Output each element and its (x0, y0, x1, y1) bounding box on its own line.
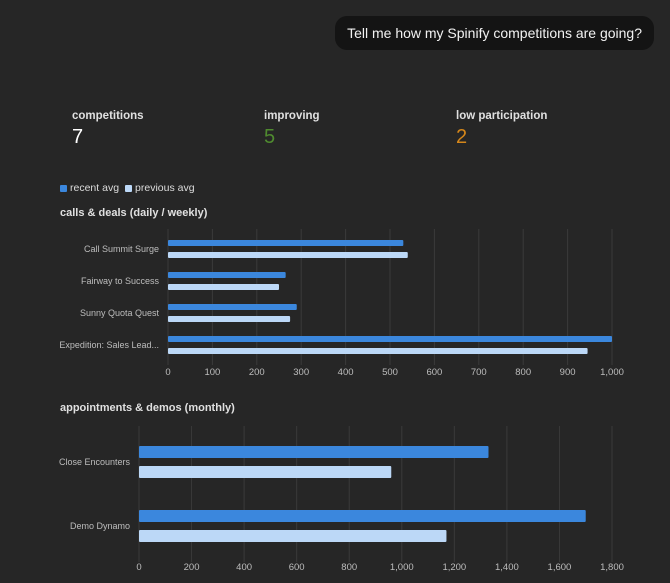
x-tick-label: 600 (289, 562, 305, 573)
category-label: Demo Dynamo (70, 521, 130, 531)
category-label: Expedition: Sales Lead... (59, 340, 159, 350)
bar-previous (168, 252, 408, 258)
kpi-label: competitions (72, 110, 144, 122)
x-tick-label: 800 (515, 367, 531, 378)
x-tick-label: 1,000 (600, 367, 624, 378)
x-tick-label: 700 (471, 367, 487, 378)
kpi-improving: improving 5 (264, 110, 320, 149)
appointments-demos-chart: 0 200 400 600 800 1,000 1,200 1,400 1,600 1,800 Cl… (59, 426, 624, 573)
bar-recent (139, 510, 586, 522)
user-message-bubble: Tell me how my Spinify competitions are … (335, 16, 654, 50)
x-tick-label: 1,800 (600, 562, 624, 573)
legend-label-recent: recent avg (70, 182, 120, 194)
bar-recent (168, 336, 612, 342)
category-label: Fairway to Success (81, 276, 160, 286)
legend-swatch-previous (125, 184, 133, 192)
kpi-label: low participation (456, 110, 548, 122)
user-message-text: Tell me how my Spinify competitions are … (347, 25, 642, 41)
bar-recent (139, 446, 489, 458)
legend-item-recent[interactable]: recent avg (60, 182, 119, 194)
category-label: Sunny Quota Quest (80, 308, 160, 318)
chart-title-calls-deals: calls & deals (daily / weekly) (60, 207, 208, 219)
x-tick-label: 1,400 (495, 562, 519, 573)
kpi-low-participation: low participation 2 (456, 110, 547, 149)
bar-recent (168, 304, 297, 310)
x-tick-label: 900 (560, 367, 576, 378)
x-tick-label: 500 (382, 367, 398, 378)
kpi-value: 5 (264, 126, 276, 148)
x-tick-label: 0 (165, 367, 170, 378)
calls-deals-chart: 0 100 200 300 400 500 600 700 800 900 1,000 Call Su… (59, 229, 624, 378)
bar-recent (168, 272, 286, 278)
legend-label-previous: previous avg (135, 182, 195, 194)
bar-previous (139, 530, 447, 542)
category-label: Call Summit Surge (84, 244, 159, 254)
kpi-label: improving (264, 110, 320, 122)
x-tick-label: 200 (184, 562, 200, 573)
x-tick-label: 0 (136, 562, 141, 573)
bar-previous (168, 316, 291, 322)
kpi-value: 2 (456, 126, 468, 148)
category-label: Close Encounters (59, 457, 131, 467)
x-tick-label: 1,000 (390, 562, 414, 573)
kpi-competitions: competitions 7 (72, 110, 144, 149)
chart-title-appointments-demos: appointments & demos (monthly) (60, 402, 235, 414)
x-tick-label: 600 (426, 367, 442, 378)
chart-legend: recent avg previous avg (60, 182, 195, 194)
x-tick-label: 100 (204, 367, 220, 378)
x-tick-label: 200 (249, 367, 265, 378)
x-tick-label: 400 (236, 562, 252, 573)
bar-previous (168, 348, 588, 354)
legend-item-previous[interactable]: previous avg (125, 182, 195, 194)
x-tick-label: 1,600 (548, 562, 572, 573)
bar-previous (139, 466, 392, 478)
bar-recent (168, 240, 404, 246)
bar-previous (168, 284, 279, 290)
x-tick-label: 1,200 (442, 562, 466, 573)
legend-swatch-recent (60, 184, 67, 192)
x-tick-label: 800 (341, 562, 357, 573)
kpi-value: 7 (72, 126, 84, 148)
x-tick-label: 400 (338, 367, 354, 378)
x-tick-label: 300 (293, 367, 309, 378)
